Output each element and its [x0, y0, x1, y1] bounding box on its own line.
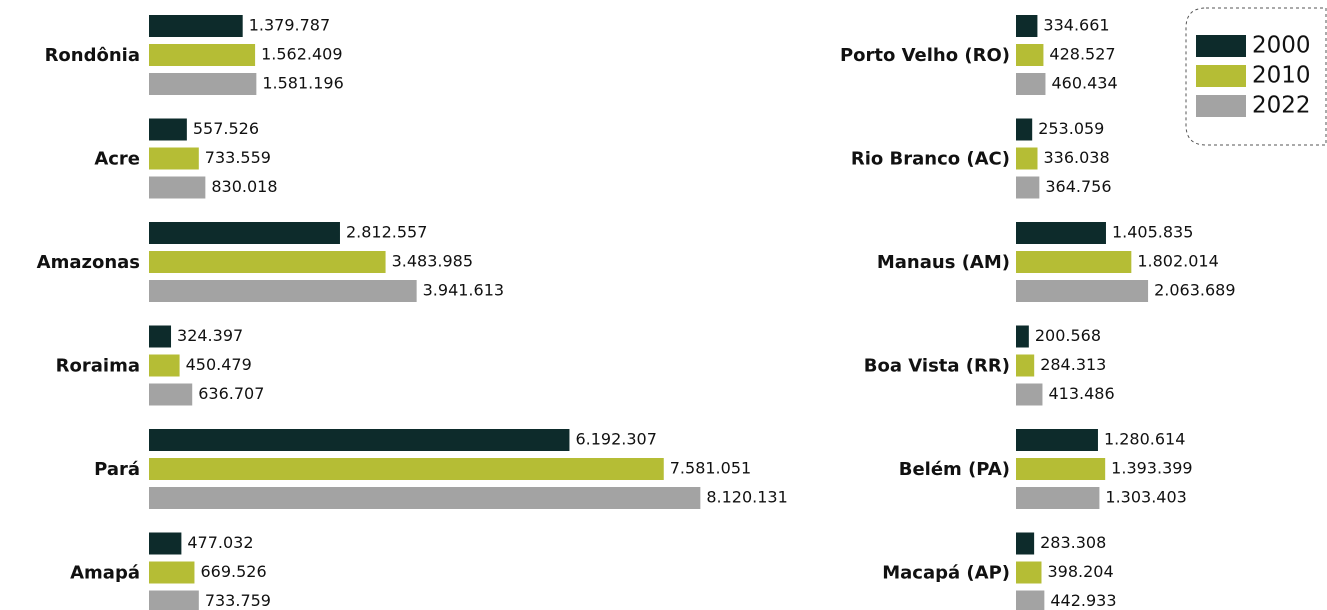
- bar: [149, 532, 182, 555]
- value-label: 7.581.051: [670, 459, 751, 478]
- value-label: 6.192.307: [575, 430, 656, 449]
- bar: [1016, 325, 1029, 348]
- value-label: 442.933: [1050, 591, 1116, 610]
- value-label: 557.526: [193, 119, 259, 138]
- bar: [1016, 44, 1044, 66]
- value-label: 283.308: [1040, 533, 1106, 552]
- value-label: 1.562.409: [261, 45, 342, 64]
- value-label: 733.559: [205, 148, 271, 167]
- bar: [1016, 458, 1106, 480]
- legend-swatch: [1196, 35, 1246, 57]
- value-label: 336.038: [1044, 148, 1110, 167]
- value-label: 477.032: [187, 533, 253, 552]
- bar: [149, 44, 256, 66]
- bar: [1016, 118, 1033, 141]
- value-label: 284.313: [1040, 355, 1106, 374]
- value-label: 334.661: [1043, 16, 1109, 35]
- legend-label: 2010: [1252, 63, 1311, 89]
- bar: [1016, 73, 1046, 95]
- value-label: 636.707: [198, 384, 264, 403]
- value-label: 413.486: [1048, 384, 1114, 403]
- bar: [149, 147, 199, 170]
- bar: [1016, 280, 1149, 302]
- bar: [1016, 15, 1038, 37]
- bar: [1016, 176, 1040, 199]
- bar: [1016, 590, 1045, 610]
- bar: [149, 15, 243, 37]
- category-label: Boa Vista (RR): [864, 356, 1010, 377]
- value-label: 1.280.614: [1104, 430, 1185, 449]
- value-label: 324.397: [177, 326, 243, 345]
- bar: [149, 280, 417, 302]
- category-label: Rio Branco (AC): [851, 149, 1010, 170]
- legend-swatch: [1196, 65, 1246, 87]
- value-label: 830.018: [211, 177, 277, 196]
- bar: [149, 561, 195, 584]
- category-label: Macapá (AP): [882, 563, 1010, 584]
- category-label: Amazonas: [37, 252, 140, 273]
- value-label: 1.802.014: [1137, 252, 1218, 271]
- bar: [149, 118, 187, 141]
- bar: [1016, 561, 1042, 584]
- legend-label: 2000: [1252, 33, 1311, 59]
- bar: [1016, 383, 1043, 406]
- bar: [149, 487, 701, 509]
- value-label: 1.581.196: [262, 74, 343, 93]
- bar: [1016, 147, 1038, 170]
- bar: [149, 383, 193, 406]
- value-label: 1.393.399: [1111, 459, 1192, 478]
- bar: [149, 73, 257, 95]
- value-label: 2.812.557: [346, 223, 427, 242]
- bar: [149, 590, 199, 610]
- bar: [149, 222, 340, 244]
- value-label: 460.434: [1051, 74, 1117, 93]
- bar: [149, 251, 386, 273]
- value-label: 200.568: [1035, 326, 1101, 345]
- bar: [1016, 354, 1035, 377]
- value-label: 398.204: [1047, 562, 1113, 581]
- value-label: 3.483.985: [392, 252, 473, 271]
- value-label: 1.303.403: [1105, 488, 1186, 507]
- category-label: Roraima: [56, 356, 140, 377]
- legend-box: [1185, 7, 1327, 146]
- bar: [1016, 487, 1100, 509]
- category-label: Acre: [94, 149, 140, 170]
- value-label: 733.759: [205, 591, 271, 610]
- category-label: Belém (PA): [899, 459, 1010, 480]
- value-label: 3.941.613: [423, 281, 504, 300]
- value-label: 8.120.131: [706, 488, 787, 507]
- legend-swatch: [1196, 95, 1246, 117]
- category-label: Porto Velho (RO): [840, 45, 1010, 66]
- bar: [149, 176, 206, 199]
- value-label: 364.756: [1045, 177, 1111, 196]
- value-label: 253.059: [1038, 119, 1104, 138]
- category-label: Pará: [94, 459, 140, 480]
- bar: [1016, 222, 1106, 244]
- bar: [1016, 532, 1035, 555]
- value-label: 2.063.689: [1154, 281, 1235, 300]
- value-label: 669.526: [200, 562, 266, 581]
- value-label: 428.527: [1049, 45, 1115, 64]
- value-label: 1.379.787: [249, 16, 330, 35]
- legend-label: 2022: [1252, 93, 1311, 119]
- bar: [149, 458, 664, 480]
- value-label: 450.479: [186, 355, 252, 374]
- bar: [1016, 429, 1098, 451]
- category-label: Amapá: [70, 563, 140, 584]
- bar: [149, 429, 570, 451]
- category-label: Manaus (AM): [877, 252, 1010, 273]
- category-label: Rondônia: [45, 45, 140, 66]
- bar: [149, 325, 172, 348]
- bar: [149, 354, 180, 377]
- bar: [1016, 251, 1132, 273]
- value-label: 1.405.835: [1112, 223, 1193, 242]
